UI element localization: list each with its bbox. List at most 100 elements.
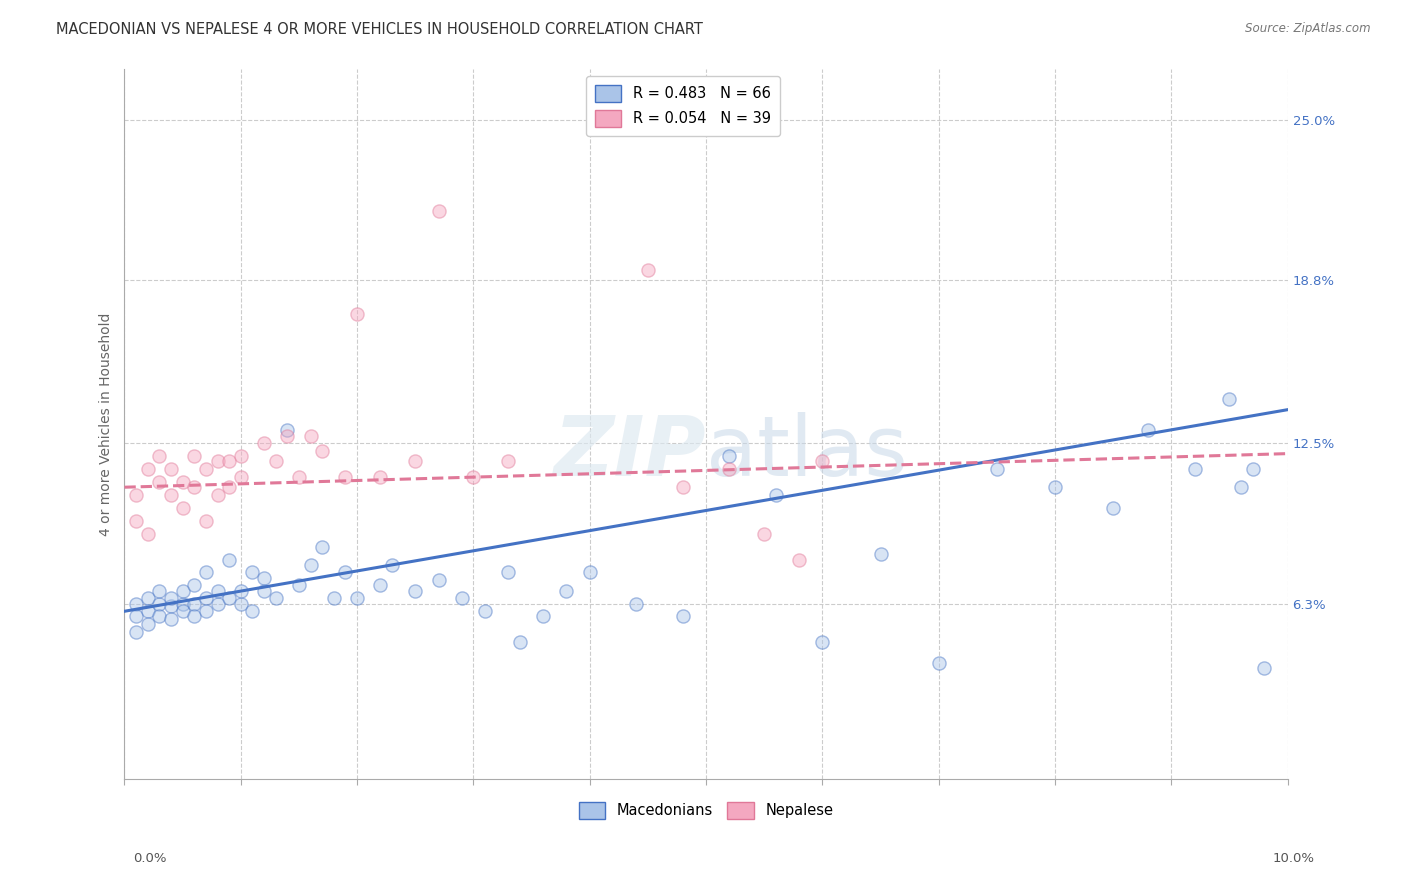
Point (136, 526, 159, 541)
Point (183, 597, 205, 611)
Point (346, 591, 368, 606)
Point (672, 609, 695, 624)
Point (229, 583, 252, 598)
Point (404, 454, 426, 468)
Point (1102, 500, 1125, 515)
Point (474, 604, 496, 618)
Point (404, 583, 426, 598)
Point (183, 609, 205, 624)
Point (148, 475, 170, 489)
Point (787, 552, 810, 566)
Point (1043, 480, 1066, 494)
Text: Source: ZipAtlas.com: Source: ZipAtlas.com (1246, 22, 1371, 36)
Point (928, 656, 950, 670)
Point (311, 444, 333, 458)
Point (578, 566, 600, 580)
Point (370, 578, 392, 592)
Point (555, 583, 578, 598)
Point (183, 449, 205, 463)
Point (811, 635, 834, 649)
Point (637, 263, 659, 277)
Point (381, 558, 404, 572)
Point (194, 566, 217, 580)
Point (718, 462, 741, 476)
Point (125, 514, 148, 528)
Point (253, 583, 276, 598)
Point (218, 552, 240, 566)
Point (463, 470, 485, 484)
Point (1230, 480, 1253, 494)
Point (986, 462, 1008, 476)
Point (370, 470, 392, 484)
Point (218, 480, 240, 494)
Point (207, 597, 229, 611)
Point (183, 480, 205, 494)
Point (207, 454, 229, 468)
Point (322, 591, 344, 606)
Point (869, 548, 891, 562)
Point (194, 462, 217, 476)
Point (172, 597, 194, 611)
Point (1137, 423, 1160, 437)
Point (1218, 392, 1240, 407)
Point (172, 604, 194, 618)
Point (172, 583, 194, 598)
Point (1253, 661, 1275, 675)
Point (1241, 462, 1264, 476)
Point (276, 423, 298, 437)
Point (288, 578, 311, 592)
Point (427, 203, 450, 218)
Point (498, 454, 520, 468)
Point (148, 449, 170, 463)
Point (148, 609, 170, 624)
Point (754, 526, 776, 541)
Point (672, 480, 695, 494)
Point (160, 462, 183, 476)
Point (194, 604, 217, 618)
Point (299, 428, 322, 442)
Point (229, 470, 252, 484)
Point (450, 591, 472, 606)
Point (136, 604, 159, 618)
Point (218, 591, 240, 606)
Point (335, 566, 357, 580)
Point (160, 591, 183, 606)
Point (811, 454, 834, 468)
Point (531, 609, 554, 624)
Text: 10.0%: 10.0% (1272, 852, 1315, 865)
Point (765, 488, 787, 502)
Point (288, 470, 311, 484)
Text: ZIP: ZIP (554, 412, 706, 492)
Point (242, 566, 264, 580)
Point (498, 566, 520, 580)
Point (136, 591, 159, 606)
Point (194, 591, 217, 606)
Point (229, 597, 252, 611)
Point (207, 583, 229, 598)
Point (136, 617, 159, 632)
Point (207, 488, 229, 502)
Point (148, 597, 170, 611)
Text: MACEDONIAN VS NEPALESE 4 OR MORE VEHICLES IN HOUSEHOLD CORRELATION CHART: MACEDONIAN VS NEPALESE 4 OR MORE VEHICLE… (56, 22, 703, 37)
Point (276, 428, 298, 442)
Point (194, 514, 217, 528)
Point (311, 540, 333, 554)
Point (264, 454, 287, 468)
Point (160, 599, 183, 613)
Point (299, 558, 322, 572)
Text: atlas: atlas (706, 412, 908, 492)
Point (427, 574, 450, 588)
Point (125, 488, 148, 502)
Point (172, 475, 194, 489)
Point (242, 604, 264, 618)
Point (125, 624, 148, 639)
Point (183, 578, 205, 592)
Point (718, 449, 741, 463)
Point (626, 597, 648, 611)
Legend: Macedonians, Nepalese: Macedonians, Nepalese (572, 796, 839, 825)
Point (125, 609, 148, 624)
Point (125, 597, 148, 611)
Point (148, 583, 170, 598)
Point (160, 612, 183, 626)
Y-axis label: 4 or more Vehicles in Household: 4 or more Vehicles in Household (100, 312, 114, 535)
